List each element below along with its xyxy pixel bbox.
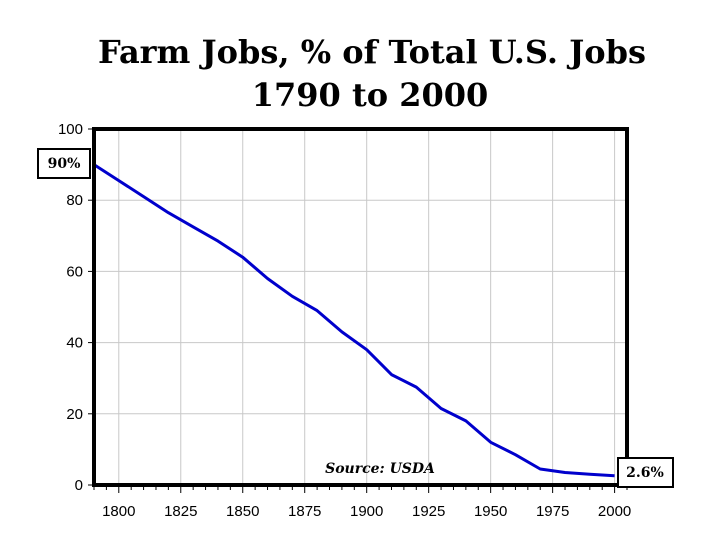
x-tick-label: 2000 — [598, 503, 631, 520]
y-tick-label: 60 — [66, 263, 83, 280]
y-tick-label: 80 — [66, 192, 83, 209]
chart-subtitle: 1790 to 2000 — [252, 76, 489, 114]
grid — [94, 128, 627, 486]
annotation-end: 2.6% — [617, 457, 674, 488]
x-tick-label: 1950 — [474, 503, 507, 520]
x-tick-label: 1900 — [350, 503, 383, 520]
x-tick-label: 1800 — [102, 503, 135, 520]
annotation-end-box — [617, 457, 674, 488]
annotation-start: 90% — [37, 148, 91, 179]
x-tick-label: 1850 — [226, 503, 259, 520]
series-line — [93, 163, 615, 478]
x-tick-label: 1975 — [536, 503, 569, 520]
tick-labels: 1800 1825 1850 1875 1900 1925 1950 1975 2000 0 20 4… — [58, 121, 631, 520]
annotation-end-label: 2.6% — [626, 465, 664, 481]
plot-frame — [92, 127, 629, 487]
annotation-start-label: 90% — [48, 156, 81, 172]
y-tick-label: 100 — [58, 121, 83, 138]
chart-title: Farm Jobs, % of Total U.S. Jobs — [98, 33, 646, 71]
x-tick-label: 1875 — [288, 503, 321, 520]
x-tick-label: 1825 — [164, 503, 197, 520]
x-tick-label: 1925 — [412, 503, 445, 520]
minor-ticks — [88, 128, 628, 493]
y-tick-label: 40 — [66, 335, 83, 352]
y-tick-label: 20 — [66, 406, 83, 423]
source-note: Source: USDA — [325, 461, 435, 477]
y-tick-label: 0 — [75, 477, 83, 494]
annotation-start-box — [37, 148, 91, 179]
